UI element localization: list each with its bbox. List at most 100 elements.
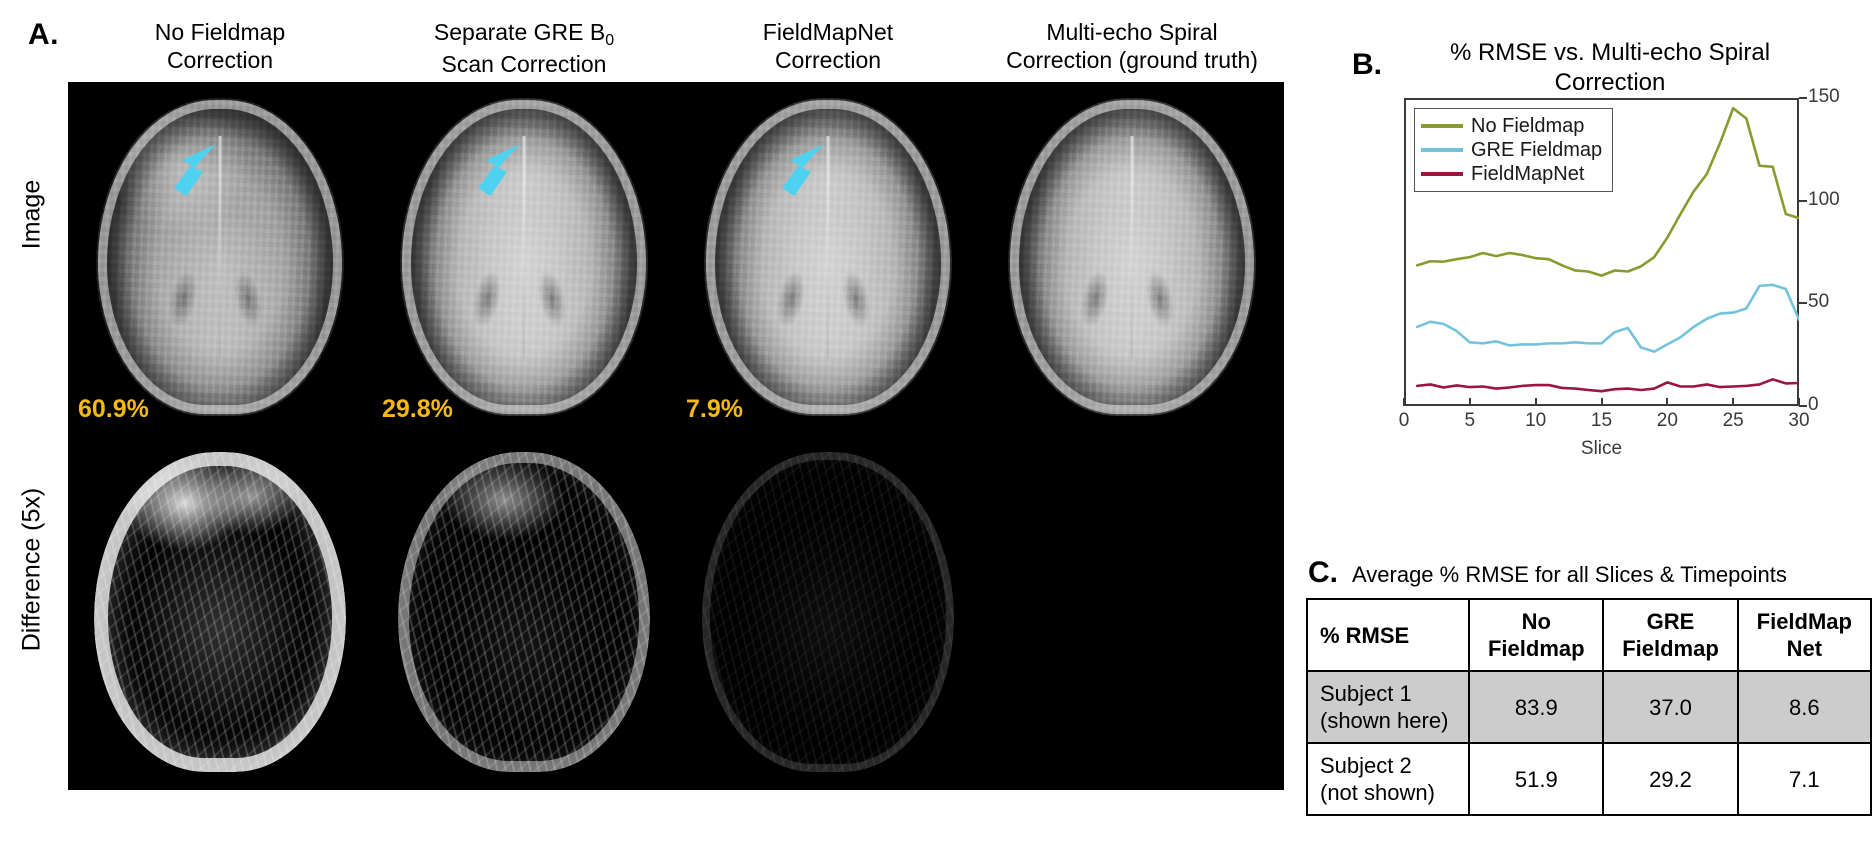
mri-cell-diff-gre-b0 xyxy=(372,436,676,790)
column-header-multi-echo-spiral: Multi-echo Spiral Correction (ground tru… xyxy=(980,18,1284,78)
table-row-label-subject-1: Subject 1 (shown here) xyxy=(1305,670,1471,744)
legend-label-no-fieldmap: No Fieldmap xyxy=(1471,114,1585,137)
x-tick-mark xyxy=(1732,398,1735,406)
table-header-no-fieldmap: No Fieldmap xyxy=(1468,598,1605,672)
chart-legend: No Fieldmap GRE Fieldmap FieldMapNet xyxy=(1414,108,1614,192)
y-tick-mark xyxy=(1799,97,1807,99)
x-tick-mark xyxy=(1468,398,1471,406)
subject-1-name: Subject 1 xyxy=(1320,681,1412,706)
column-header-line1: No Fieldmap xyxy=(154,19,286,45)
panel-c-letter: C. xyxy=(1308,556,1338,589)
legend-item-gre-fieldmap: GRE Fieldmap xyxy=(1421,138,1602,162)
cell-subject-2-gre-fieldmap: 29.2 xyxy=(1602,742,1739,816)
difference-map-no-fieldmap xyxy=(94,452,346,772)
table-header-no-fieldmap-line2: Fieldmap xyxy=(1487,636,1585,661)
x-tick-mark xyxy=(1403,398,1405,406)
rmse-line-chart: No Fieldmap GRE Fieldmap FieldMapNet 0 50… xyxy=(1399,86,1840,459)
cell-subject-1-fieldmapnet: 8.6 xyxy=(1736,670,1872,744)
x-tick-mark xyxy=(1534,398,1537,406)
column-header-line2: Correction (ground truth) xyxy=(1006,47,1258,73)
column-header-line2: Correction xyxy=(166,47,274,73)
column-header-line2: Correction xyxy=(774,47,882,73)
panel-b-title-line1: % RMSE vs. Multi-echo Spiral xyxy=(1449,39,1771,66)
cell-subject-1-no-fieldmap: 83.9 xyxy=(1468,670,1605,744)
difference-map-gre-b0 xyxy=(398,452,650,772)
chart-series-0 xyxy=(1415,106,1799,277)
column-header-line1: Multi-echo Spiral xyxy=(1046,19,1218,45)
legend-item-no-fieldmap: No Fieldmap xyxy=(1421,114,1602,138)
legend-label-gre-fieldmap: GRE Fieldmap xyxy=(1471,138,1603,161)
mri-cell-image-multi-echo-spiral xyxy=(980,82,1284,436)
mri-cell-image-gre-b0: 29.8% xyxy=(372,82,676,436)
y-tick-label: 150 xyxy=(1808,86,1840,107)
y-tick-mark xyxy=(1799,199,1807,202)
column-header-gre-b0: Separate GRE B0 Scan Correction xyxy=(372,18,676,78)
y-tick-label: 50 xyxy=(1808,291,1830,313)
table-header-gre-fieldmap: GRE Fieldmap xyxy=(1602,598,1739,672)
legend-item-fieldmapnet: FieldMapNet xyxy=(1421,162,1602,186)
cell-subject-2-fieldmapnet: 7.1 xyxy=(1736,742,1872,816)
difference-map-multi-echo-spiral xyxy=(1006,452,1258,772)
table-header-fieldmapnet-line2: Net xyxy=(1786,636,1823,661)
brain-image-gre-b0 xyxy=(400,98,648,416)
x-tick-label: 20 xyxy=(1656,410,1678,431)
column-header-fieldmapnet: FieldMapNet Correction xyxy=(676,18,980,78)
mri-row-image: 60.9% 29.8% 7.9% xyxy=(68,82,1284,436)
x-tick-mark xyxy=(1666,398,1669,406)
table-header-row: % RMSE No Fieldmap GRE Fieldmap FieldMap… xyxy=(1305,598,1872,672)
x-tick-label: 5 xyxy=(1464,410,1476,431)
brain-image-fieldmapnet xyxy=(704,98,952,416)
difference-map-fieldmapnet xyxy=(702,452,954,772)
mri-cell-diff-no-fieldmap xyxy=(68,436,372,790)
brain-image-multi-echo-spiral xyxy=(1008,98,1256,416)
panel-b-title-line2: Correction xyxy=(1554,69,1666,96)
pct-label-no-fieldmap: 60.9% xyxy=(78,395,149,423)
mri-cell-image-fieldmapnet: 7.9% xyxy=(676,82,980,436)
x-tick-mark xyxy=(1798,398,1800,406)
x-tick-mark xyxy=(1600,398,1603,406)
table-header-fieldmapnet-line1: FieldMap xyxy=(1756,609,1852,634)
legend-swatch-gre-fieldmap xyxy=(1421,148,1463,152)
table-header-metric: % RMSE xyxy=(1305,598,1471,672)
panel-b-letter: B. xyxy=(1352,48,1382,81)
table-row-label-subject-2: Subject 2 (not shown) xyxy=(1305,742,1471,816)
x-tick-label: 10 xyxy=(1525,410,1547,431)
x-tick-label: 25 xyxy=(1722,410,1744,431)
chart-series-2 xyxy=(1415,378,1799,393)
row-label-image: Image xyxy=(17,179,46,250)
x-tick-label: 15 xyxy=(1590,410,1613,431)
panel-b-title: % RMSE vs. Multi-echo Spiral Correction xyxy=(1400,38,1820,98)
y-tick-mark xyxy=(1799,302,1807,305)
brain-image-no-fieldmap xyxy=(96,98,344,416)
mri-cell-image-no-fieldmap: 60.9% xyxy=(68,82,372,436)
subject-2-note: (not shown) xyxy=(1320,780,1435,805)
subscript-zero: 0 xyxy=(605,32,615,49)
mri-cell-diff-multi-echo-spiral xyxy=(980,436,1284,790)
panel-a-letter: A. xyxy=(28,18,59,51)
table-row: Subject 2 (not shown) 51.9 29.2 7.1 xyxy=(1305,742,1872,816)
chart-series-1 xyxy=(1415,283,1799,353)
y-tick-mark xyxy=(1799,405,1807,407)
row-label-difference: Difference (5x) xyxy=(17,487,46,652)
x-tick-label: 30 xyxy=(1788,410,1810,431)
column-header-line2: Scan Correction xyxy=(441,51,607,77)
chart-series-svg xyxy=(1415,106,1799,393)
y-tick-label: 100 xyxy=(1808,188,1840,210)
chart-x-axis-title: Slice xyxy=(1580,438,1623,459)
subject-2-name: Subject 2 xyxy=(1320,753,1412,778)
pct-label-gre-b0: 29.8% xyxy=(382,395,453,423)
mri-row-difference xyxy=(68,436,1284,790)
table-row: Subject 1 (shown here) 83.9 37.0 8.6 xyxy=(1305,670,1872,744)
column-header-line1: Separate GRE B xyxy=(433,19,606,45)
table-header-gre-fieldmap-line1: GRE xyxy=(1646,609,1695,634)
table-header-fieldmapnet: FieldMap Net xyxy=(1736,598,1872,672)
mri-cell-diff-fieldmapnet xyxy=(676,436,980,790)
table-header-gre-fieldmap-line2: Fieldmap xyxy=(1622,636,1719,661)
panel-c-title: Average % RMSE for all Slices & Timepoin… xyxy=(1352,562,1787,587)
column-header-line1: FieldMapNet xyxy=(762,19,894,45)
legend-label-fieldmapnet: FieldMapNet xyxy=(1471,162,1585,185)
x-tick-label: 0 xyxy=(1398,410,1410,431)
legend-swatch-fieldmapnet xyxy=(1421,172,1463,176)
pct-label-fieldmapnet: 7.9% xyxy=(686,395,743,423)
legend-swatch-no-fieldmap xyxy=(1421,124,1463,128)
